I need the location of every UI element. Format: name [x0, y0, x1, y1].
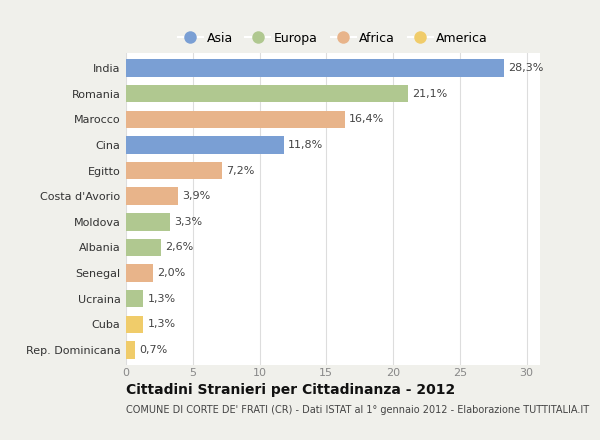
Text: 1,3%: 1,3% [148, 293, 175, 304]
Text: 16,4%: 16,4% [349, 114, 384, 125]
Text: 1,3%: 1,3% [148, 319, 175, 329]
Bar [126, 59, 504, 77]
Legend: Asia, Europa, Africa, America: Asia, Europa, Africa, America [174, 28, 492, 48]
Bar [126, 239, 161, 256]
Bar [126, 264, 153, 282]
Bar [126, 162, 222, 179]
Bar [126, 136, 284, 154]
Text: Cittadini Stranieri per Cittadinanza - 2012: Cittadini Stranieri per Cittadinanza - 2… [126, 383, 455, 397]
Bar [126, 111, 345, 128]
Bar [126, 213, 170, 231]
Text: 2,6%: 2,6% [165, 242, 193, 253]
Text: 0,7%: 0,7% [139, 345, 167, 355]
Bar [126, 341, 136, 359]
Text: 21,1%: 21,1% [412, 89, 447, 99]
Bar [126, 85, 408, 103]
Text: 7,2%: 7,2% [226, 165, 254, 176]
Text: 28,3%: 28,3% [508, 63, 544, 73]
Bar [126, 290, 143, 307]
Bar [126, 187, 178, 205]
Bar [126, 315, 143, 333]
Text: COMUNE DI CORTE DE' FRATI (CR) - Dati ISTAT al 1° gennaio 2012 - Elaborazione TU: COMUNE DI CORTE DE' FRATI (CR) - Dati IS… [126, 405, 589, 415]
Text: 3,9%: 3,9% [182, 191, 211, 201]
Text: 2,0%: 2,0% [157, 268, 185, 278]
Text: 11,8%: 11,8% [287, 140, 323, 150]
Text: 3,3%: 3,3% [174, 217, 202, 227]
